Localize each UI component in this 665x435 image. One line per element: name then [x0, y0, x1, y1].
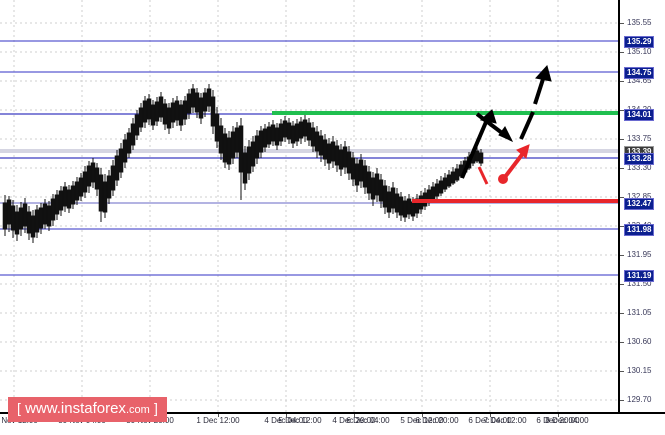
level-label-135.29[interactable]: 135.29: [624, 36, 655, 48]
horizontal-gridlines: [0, 22, 618, 401]
price-tick-134.65: 134.65: [627, 76, 652, 85]
time-label-6dec2000: 6 Dec 20:00: [536, 416, 580, 425]
time-tick: [490, 414, 491, 417]
level-label-134.75[interactable]: 134.75: [624, 67, 655, 79]
candle-group-2: [82, 92, 164, 222]
candle-group-3: [162, 84, 244, 200]
price-tick-133.75: 133.75: [627, 134, 652, 143]
price-tick-131.50: 131.50: [627, 279, 652, 288]
down-arrow-rejection-icon: [475, 112, 514, 143]
watermark-tld: .com: [125, 404, 150, 416]
level-label-131.98[interactable]: 131.98: [624, 224, 655, 236]
price-tick-dash: [620, 313, 624, 314]
time-tick: [422, 414, 423, 417]
price-axis[interactable]: 135.55 135.10 134.65 134.20 133.75 133.3…: [618, 0, 665, 412]
chart-plot-area[interactable]: [0, 0, 618, 412]
price-tick-dash: [620, 255, 624, 256]
price-tick-131.05: 131.05: [627, 308, 652, 317]
level-label-131.19[interactable]: 131.19: [624, 270, 655, 282]
price-tick-dash: [620, 139, 624, 140]
price-tick-133.30: 133.30: [627, 163, 652, 172]
red-tick-mark-icon: [477, 166, 489, 185]
price-tick-131.95: 131.95: [627, 250, 652, 259]
time-tick: [354, 414, 355, 417]
price-tick-dash: [620, 168, 624, 169]
price-tick-dash: [620, 197, 624, 198]
time-label-1dec1200: 1 Dec 12:00: [196, 416, 240, 425]
candle-group-1: [2, 173, 84, 243]
level-label-134.01[interactable]: 134.01: [624, 109, 655, 121]
price-tick-135.55: 135.55: [627, 18, 652, 27]
price-tick-dash: [620, 284, 624, 285]
time-label-5dec1200: 5 Dec 12:00: [400, 416, 444, 425]
level-label-132.47[interactable]: 132.47: [624, 198, 655, 210]
price-tick-dash: [620, 400, 624, 401]
candlestick-series: [2, 84, 484, 243]
time-label-6dec0400: 6 Dec 04:00: [468, 416, 512, 425]
time-tick: [558, 414, 559, 417]
price-tick-dash: [620, 371, 624, 372]
red-pullback-arrow-icon: [498, 144, 530, 184]
watermark-bracket-close: ]: [153, 400, 158, 416]
price-tick-dash: [620, 81, 624, 82]
price-tick-dash: [620, 226, 624, 227]
price-tick-dash: [620, 110, 624, 111]
watermark-domain: www.instaforex: [25, 400, 126, 417]
time-label-4dec2000: 4 Dec 20:00: [332, 416, 376, 425]
red-dot-entry-icon: [498, 174, 508, 184]
price-tick-132.85: 132.85: [627, 192, 652, 201]
candle-group-5: [322, 134, 404, 221]
breakout-up-arrow-icon: [519, 64, 552, 140]
instaforex-watermark[interactable]: [ www.instaforex.com ]: [8, 397, 167, 422]
price-tick-dash: [620, 23, 624, 24]
chart-canvas: [0, 0, 618, 412]
price-tick-dash: [620, 342, 624, 343]
price-tick-130.60: 130.60: [627, 337, 652, 346]
watermark-bracket-open: [: [17, 400, 21, 416]
time-label-4dec0400: 4 Dec 04:00: [264, 416, 308, 425]
price-tick-dash: [620, 52, 624, 53]
time-tick: [218, 414, 219, 417]
price-tick-135.10: 135.10: [627, 47, 652, 56]
price-tick-129.70: 129.70: [627, 395, 652, 404]
level-label-133.28[interactable]: 133.28: [624, 153, 655, 165]
candle-group-4: [242, 115, 324, 190]
vertical-gridlines: [13, 0, 559, 412]
time-tick: [286, 414, 287, 417]
price-tick-130.15: 130.15: [627, 366, 652, 375]
